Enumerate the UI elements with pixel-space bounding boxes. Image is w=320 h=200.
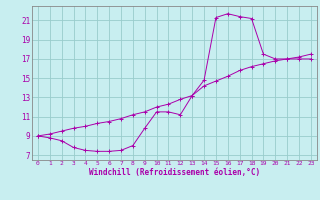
X-axis label: Windchill (Refroidissement éolien,°C): Windchill (Refroidissement éolien,°C) <box>89 168 260 177</box>
